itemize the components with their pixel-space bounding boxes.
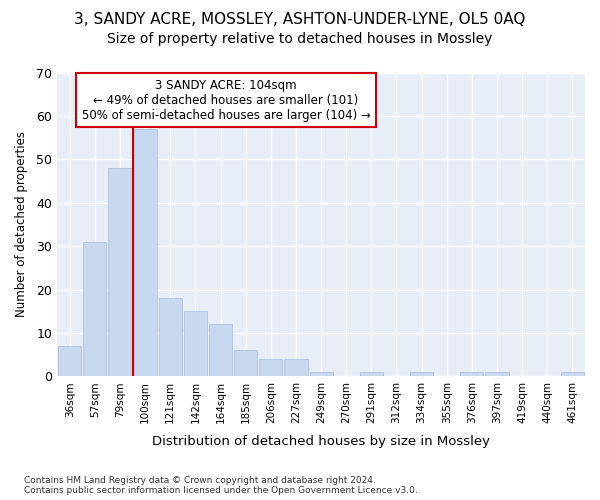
Bar xyxy=(460,372,484,376)
Text: Contains public sector information licensed under the Open Government Licence v3: Contains public sector information licen… xyxy=(24,486,418,495)
Bar xyxy=(209,324,232,376)
Bar xyxy=(410,372,433,376)
Bar xyxy=(485,372,509,376)
Bar xyxy=(83,242,106,376)
Y-axis label: Number of detached properties: Number of detached properties xyxy=(15,132,28,318)
Bar xyxy=(360,372,383,376)
Bar xyxy=(109,168,131,376)
Bar xyxy=(58,346,82,376)
Bar xyxy=(259,359,283,376)
X-axis label: Distribution of detached houses by size in Mossley: Distribution of detached houses by size … xyxy=(152,434,490,448)
Bar xyxy=(561,372,584,376)
Text: 3, SANDY ACRE, MOSSLEY, ASHTON-UNDER-LYNE, OL5 0AQ: 3, SANDY ACRE, MOSSLEY, ASHTON-UNDER-LYN… xyxy=(74,12,526,28)
Bar xyxy=(159,298,182,376)
Bar xyxy=(234,350,257,376)
Bar xyxy=(134,129,157,376)
Bar xyxy=(284,359,308,376)
Bar xyxy=(184,312,207,376)
Bar xyxy=(310,372,332,376)
Text: 3 SANDY ACRE: 104sqm
← 49% of detached houses are smaller (101)
50% of semi-deta: 3 SANDY ACRE: 104sqm ← 49% of detached h… xyxy=(82,78,371,122)
Text: Contains HM Land Registry data © Crown copyright and database right 2024.: Contains HM Land Registry data © Crown c… xyxy=(24,476,376,485)
Text: Size of property relative to detached houses in Mossley: Size of property relative to detached ho… xyxy=(107,32,493,46)
